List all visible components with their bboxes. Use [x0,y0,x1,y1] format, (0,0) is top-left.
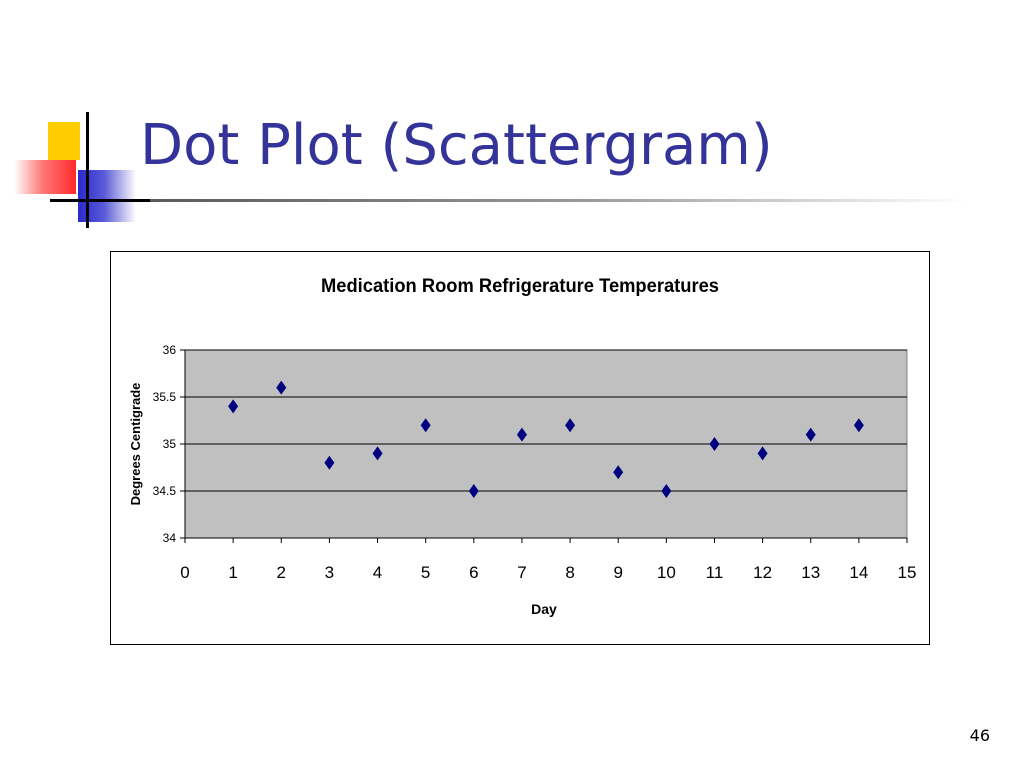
scatter-chart: Medication Room Refrigerature Temperatur… [128,276,916,617]
chart-title: Medication Room Refrigerature Temperatur… [321,276,719,297]
x-tick-label: 0 [180,563,189,582]
axes [180,349,908,543]
data-point [324,455,335,470]
x-tick-label: 9 [613,563,622,582]
y-tick-labels: 34 34.5 35 35.5 36 [153,343,177,545]
data-point [516,427,527,442]
data-point [565,418,576,433]
chart-frame: Medication Room Refrigerature Temperatur… [110,251,930,645]
x-tick-label: 13 [801,563,820,582]
data-point [228,399,239,414]
x-tick-label: 5 [421,563,430,582]
y-tick-label: 36 [163,343,177,357]
accent-vertical-line [86,112,89,228]
accent-square-yellow [48,122,80,160]
y-tick-label: 34 [163,531,177,545]
title-underline [118,199,968,202]
y-axis-label: Degrees Centigrade [128,383,143,506]
x-tick-label: 2 [277,563,286,582]
x-tick-labels: 0 1 2 3 4 5 6 7 8 9 10 11 12 13 14 15 [180,563,916,582]
data-point [276,380,287,395]
data-point [468,484,479,498]
y-tick-label: 34.5 [153,484,177,498]
data-point [757,446,768,461]
x-tick-label: 15 [898,563,917,582]
data-points [228,380,864,498]
x-tick-label: 6 [469,563,478,582]
x-tick-label: 3 [325,563,334,582]
gridlines [185,349,907,492]
data-point [661,484,672,498]
x-tick-label: 11 [706,563,724,582]
slide-title: Dot Plot (Scattergram) [140,113,773,178]
y-tick-label: 35 [163,437,177,451]
data-point [805,427,816,442]
x-tick-label: 10 [657,563,676,582]
data-point [372,446,383,461]
y-tick-label: 35.5 [153,390,177,404]
page-number: 46 [969,726,990,745]
data-point [420,418,431,433]
x-tick-label: 7 [517,563,526,582]
x-axis-label: Day [531,601,557,617]
x-tick-label: 4 [373,563,382,582]
x-tick-label: 1 [228,563,237,582]
data-point [613,465,624,480]
x-tick-label: 8 [565,563,574,582]
data-point [853,418,864,433]
accent-horizontal-line [50,199,150,202]
accent-square-red [14,160,76,194]
x-tick-label: 14 [849,563,868,582]
data-point [709,437,720,451]
x-tick-label: 12 [753,563,772,582]
